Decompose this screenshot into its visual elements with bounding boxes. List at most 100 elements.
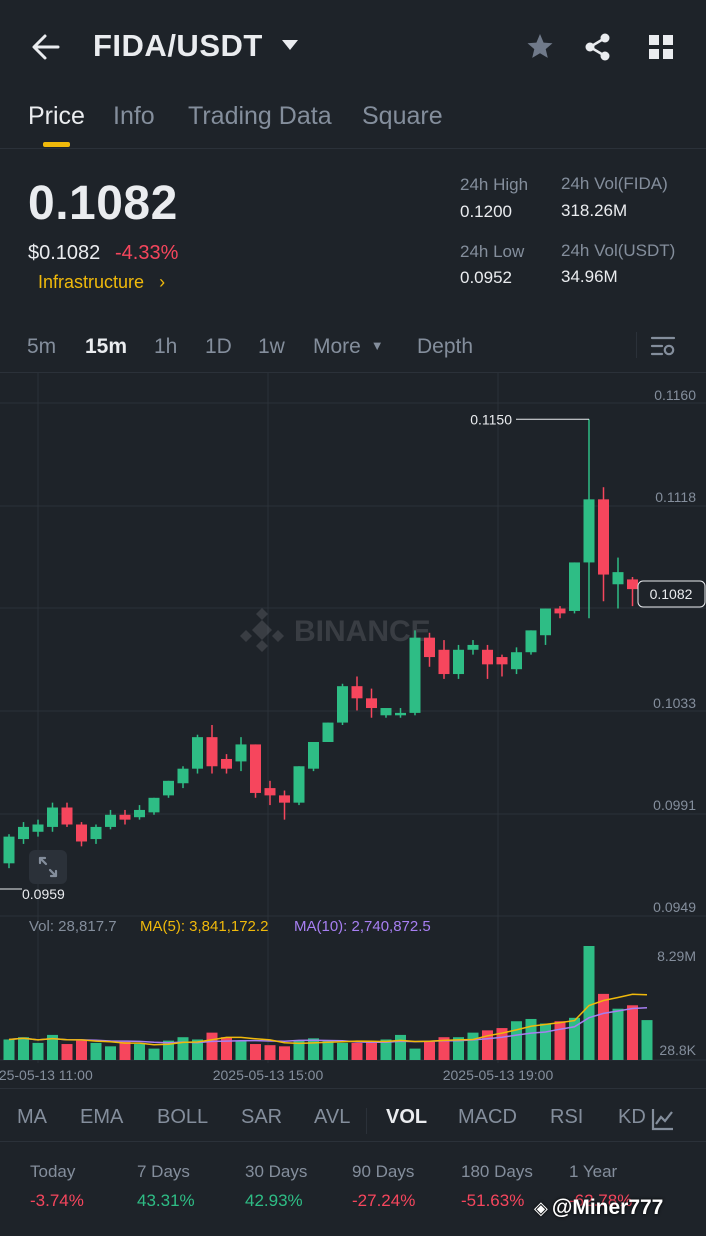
indicator-macd[interactable]: MACD <box>458 1106 517 1128</box>
usd-price: $0.1082 <box>28 242 101 264</box>
perf-label-7d: 7 Days <box>137 1162 190 1181</box>
candlestick-chart[interactable]: BINANCE 0.1160 0.1118 0.1033 0.0991 0.0949 8.… <box>0 373 706 1089</box>
indicator-settings-icon[interactable] <box>650 1106 676 1132</box>
interval-1d[interactable]: 1D <box>205 335 232 358</box>
volume-bar <box>467 1032 479 1060</box>
grid-menu-icon[interactable] <box>645 30 677 64</box>
candle-body <box>264 788 276 796</box>
perf-value-30d: 42.93% <box>245 1191 303 1210</box>
indicator-avl[interactable]: AVL <box>314 1106 351 1128</box>
last-price: 0.1082 <box>28 177 178 230</box>
candle-body <box>32 824 44 832</box>
user-watermark: ◈ @Miner777 <box>534 1196 663 1220</box>
volume-bar <box>148 1048 160 1060</box>
candle-body <box>90 826 102 840</box>
indicator-boll[interactable]: BOLL <box>157 1106 209 1128</box>
interval-1h[interactable]: 1h <box>154 335 178 358</box>
volume-bar <box>177 1037 189 1060</box>
indicator-ma[interactable]: MA <box>17 1106 47 1128</box>
volume-bar <box>554 1021 566 1060</box>
candle-body <box>482 649 493 665</box>
indicator-rsi[interactable]: RSI <box>550 1106 584 1128</box>
volume-bar <box>496 1028 508 1060</box>
header: FIDA/USDT <box>0 0 706 96</box>
share-icon[interactable] <box>582 30 614 64</box>
star-icon[interactable] <box>524 30 556 64</box>
main-tabs: Price Info Trading Data Square <box>0 98 706 148</box>
volume-bar <box>61 1044 73 1060</box>
pair-dropdown-icon[interactable] <box>282 40 298 50</box>
perf-label-1y: 1 Year <box>569 1162 618 1181</box>
price-change-percent: -4.33% <box>115 242 179 264</box>
candle-body <box>308 741 319 769</box>
perf-value-180d: -51.63% <box>461 1191 525 1210</box>
ma5-line <box>8 993 648 1046</box>
ma-lines <box>8 993 648 1046</box>
interval-1w[interactable]: 1w <box>258 335 285 358</box>
price-markers: 0.1150 0.0959 0.1082 <box>0 411 706 902</box>
watermark-text: BINANCE <box>294 615 431 648</box>
indicator-vol[interactable]: VOL <box>386 1106 428 1128</box>
pair-title[interactable]: FIDA/USDT <box>93 28 263 63</box>
tab-square[interactable]: Square <box>362 102 443 130</box>
x-axis-label: 2025-05-13 19:00 <box>443 1067 554 1083</box>
candle-body <box>221 758 232 769</box>
candle-body <box>424 637 435 658</box>
candle-body <box>105 814 116 827</box>
volume-bar <box>380 1039 392 1060</box>
volume-bar <box>192 1039 203 1060</box>
indicator-ema[interactable]: EMA <box>80 1106 124 1128</box>
tab-trading-data[interactable]: Trading Data <box>188 102 332 130</box>
tab-info[interactable]: Info <box>113 102 155 130</box>
indicator-kd[interactable]: KD <box>618 1106 646 1128</box>
vol-quote-label: 24h Vol(USDT) <box>561 241 676 260</box>
indicator-sar[interactable]: SAR <box>241 1106 283 1128</box>
volume-bar <box>105 1046 116 1060</box>
min-marker-label: 0.0959 <box>22 886 65 902</box>
candle-body <box>569 562 580 611</box>
candle-body <box>540 608 551 636</box>
back-arrow-icon[interactable] <box>30 30 62 64</box>
interval-5m[interactable]: 5m <box>27 335 57 358</box>
volume-bar <box>119 1041 131 1060</box>
category-label: Infrastructure <box>38 272 145 292</box>
depth-tab[interactable]: Depth <box>417 335 474 358</box>
volume-legend-vol: Vol: 28,817.7 <box>29 918 117 935</box>
candle-body <box>380 708 392 716</box>
indicator-bar: MA EMA BOLL SAR AVL VOL MACD RSI KD <box>0 1102 706 1138</box>
volume-bar <box>279 1046 290 1060</box>
candle-body <box>337 686 348 723</box>
chart-grid <box>0 373 706 1063</box>
candle-body <box>47 807 58 827</box>
candle-body <box>511 652 522 670</box>
volume-bar <box>641 1020 653 1060</box>
volume-bar <box>322 1040 334 1060</box>
volume-bar <box>134 1044 145 1060</box>
volume-bar <box>366 1041 377 1060</box>
volume-bar <box>32 1042 44 1060</box>
candle-body <box>395 712 406 716</box>
candle-body <box>148 797 160 813</box>
interval-more[interactable]: More ▼ <box>313 335 384 359</box>
volume-bar <box>235 1040 247 1060</box>
volume-bar <box>569 1017 580 1060</box>
volume-bar <box>627 1005 638 1060</box>
expand-chart-button[interactable] <box>29 850 67 884</box>
interval-15m[interactable]: 15m <box>85 335 128 358</box>
candle-body <box>192 737 203 769</box>
binance-logo-icon: ◈ <box>534 1198 548 1218</box>
candle-body <box>293 766 305 803</box>
y-axis-label: 0.1160 <box>654 387 696 403</box>
chart-settings-icon[interactable] <box>650 333 676 359</box>
volume-bar <box>3 1039 15 1060</box>
perf-label-30d: 30 Days <box>245 1162 308 1181</box>
category-link[interactable]: Infrastructure › <box>38 272 165 293</box>
vol-base-value: 318.26M <box>561 201 628 220</box>
low-label: 24h Low <box>460 242 525 261</box>
candle-body <box>18 826 29 840</box>
volume-bar <box>511 1021 522 1060</box>
candle-body <box>583 499 595 563</box>
perf-value-7d: 43.31% <box>137 1191 195 1210</box>
tab-price[interactable]: Price <box>28 102 85 130</box>
candle-body <box>119 814 131 820</box>
